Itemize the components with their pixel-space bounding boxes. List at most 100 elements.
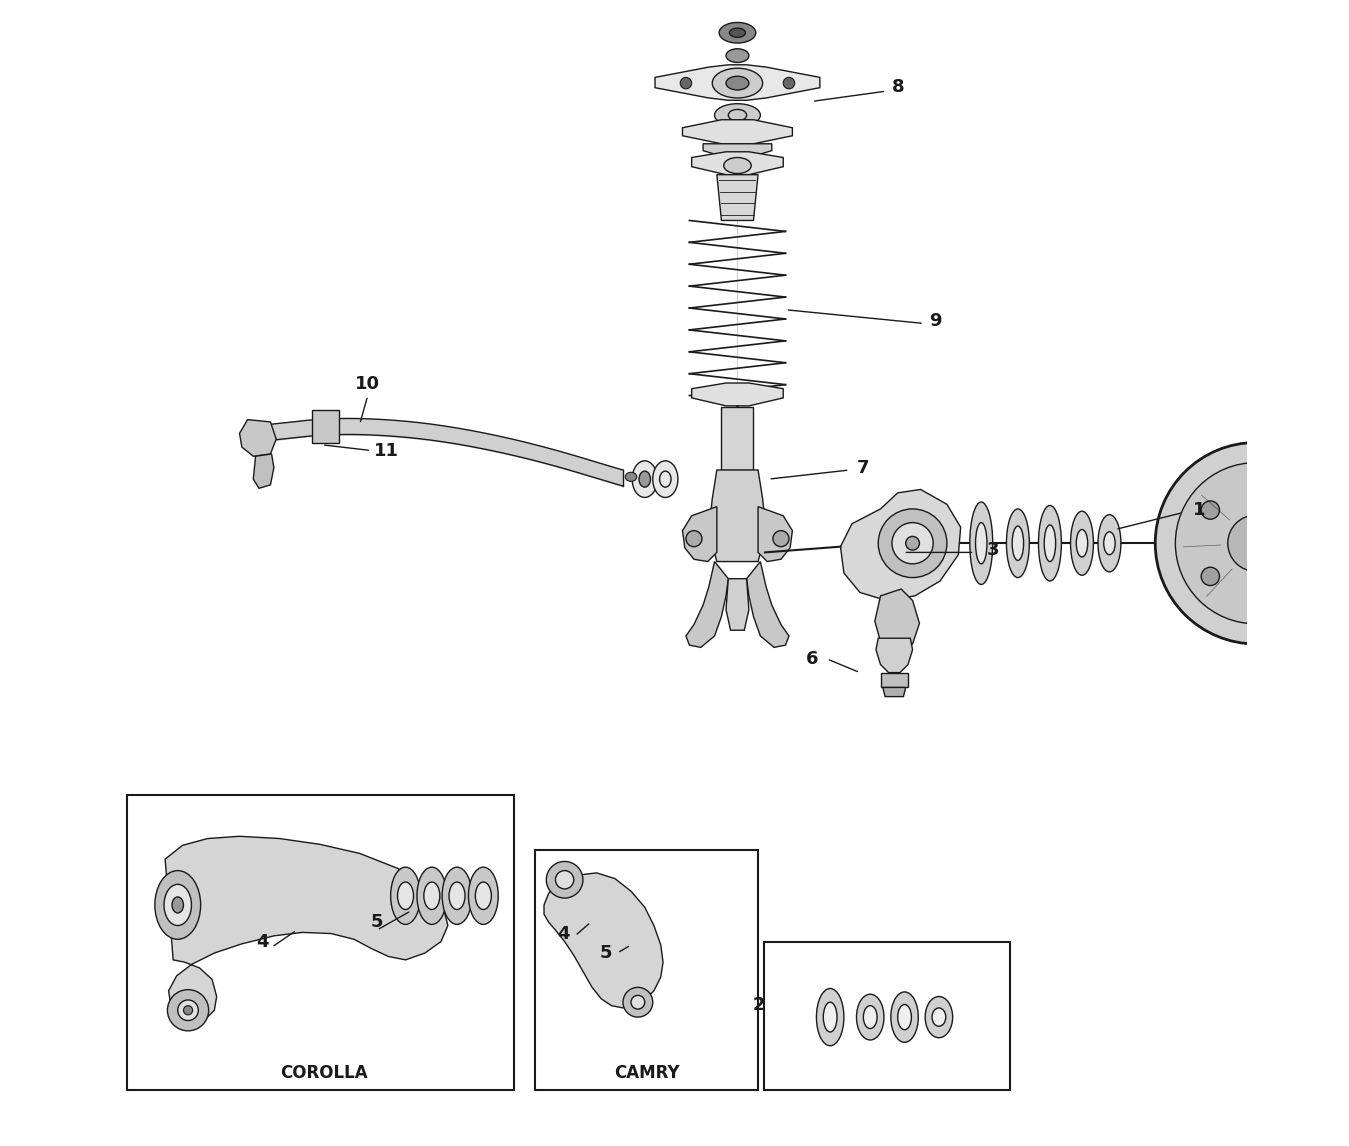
Circle shape bbox=[1201, 501, 1219, 519]
Ellipse shape bbox=[173, 897, 183, 913]
Polygon shape bbox=[254, 454, 274, 488]
Polygon shape bbox=[882, 688, 905, 697]
Circle shape bbox=[784, 78, 795, 89]
Polygon shape bbox=[703, 143, 772, 157]
Ellipse shape bbox=[633, 461, 657, 497]
Ellipse shape bbox=[726, 49, 749, 63]
Polygon shape bbox=[840, 489, 960, 601]
Bar bbox=[127, 795, 514, 1090]
Ellipse shape bbox=[890, 992, 919, 1043]
Ellipse shape bbox=[925, 997, 952, 1038]
Text: 8: 8 bbox=[892, 78, 904, 95]
Ellipse shape bbox=[1103, 532, 1116, 555]
Circle shape bbox=[1175, 463, 1337, 623]
Text: 6: 6 bbox=[805, 650, 817, 668]
Ellipse shape bbox=[639, 471, 650, 487]
Circle shape bbox=[680, 78, 692, 89]
Text: 5: 5 bbox=[371, 913, 383, 931]
Polygon shape bbox=[692, 151, 784, 174]
Text: COROLLA: COROLLA bbox=[281, 1065, 368, 1082]
Ellipse shape bbox=[155, 871, 201, 940]
Polygon shape bbox=[685, 562, 728, 647]
Circle shape bbox=[631, 996, 645, 1010]
Text: 5: 5 bbox=[599, 944, 612, 961]
Circle shape bbox=[1155, 442, 1349, 644]
Ellipse shape bbox=[1044, 525, 1056, 562]
Text: 3: 3 bbox=[986, 541, 1000, 559]
Polygon shape bbox=[876, 638, 912, 673]
Text: 1: 1 bbox=[1193, 501, 1205, 519]
Ellipse shape bbox=[391, 868, 421, 925]
Text: 11: 11 bbox=[374, 441, 398, 460]
Circle shape bbox=[1264, 480, 1283, 499]
Polygon shape bbox=[683, 507, 716, 562]
Text: 4: 4 bbox=[256, 933, 268, 950]
Ellipse shape bbox=[468, 868, 498, 925]
Ellipse shape bbox=[1098, 515, 1121, 572]
Circle shape bbox=[556, 871, 573, 889]
Text: 9: 9 bbox=[929, 312, 942, 330]
Polygon shape bbox=[683, 119, 792, 143]
Polygon shape bbox=[240, 419, 277, 456]
Ellipse shape bbox=[424, 882, 440, 910]
Polygon shape bbox=[881, 673, 908, 688]
Polygon shape bbox=[746, 562, 789, 647]
Ellipse shape bbox=[816, 989, 844, 1045]
Text: CAMRY: CAMRY bbox=[614, 1065, 680, 1082]
Circle shape bbox=[1303, 534, 1322, 552]
Circle shape bbox=[178, 1000, 198, 1021]
Text: 10: 10 bbox=[355, 375, 380, 393]
Polygon shape bbox=[710, 470, 765, 562]
Ellipse shape bbox=[1039, 505, 1062, 581]
Ellipse shape bbox=[897, 1005, 912, 1030]
Circle shape bbox=[878, 509, 947, 578]
Polygon shape bbox=[692, 383, 784, 406]
Ellipse shape bbox=[970, 502, 993, 584]
Polygon shape bbox=[656, 65, 820, 101]
Ellipse shape bbox=[726, 77, 749, 91]
Polygon shape bbox=[544, 873, 664, 1008]
Ellipse shape bbox=[975, 523, 987, 564]
Circle shape bbox=[1228, 515, 1284, 572]
Circle shape bbox=[905, 536, 920, 550]
Circle shape bbox=[183, 1006, 193, 1015]
Ellipse shape bbox=[719, 23, 755, 44]
Bar bbox=[764, 942, 1010, 1090]
Polygon shape bbox=[726, 579, 749, 630]
Circle shape bbox=[1264, 588, 1283, 606]
Ellipse shape bbox=[723, 157, 751, 173]
Ellipse shape bbox=[653, 461, 679, 497]
Circle shape bbox=[685, 531, 701, 547]
Text: 7: 7 bbox=[857, 458, 870, 477]
Circle shape bbox=[167, 990, 209, 1031]
Ellipse shape bbox=[715, 103, 761, 126]
Ellipse shape bbox=[398, 882, 414, 910]
Ellipse shape bbox=[1077, 529, 1087, 557]
Circle shape bbox=[773, 531, 789, 547]
Ellipse shape bbox=[449, 882, 465, 910]
Polygon shape bbox=[874, 589, 920, 650]
Ellipse shape bbox=[857, 995, 884, 1041]
Ellipse shape bbox=[823, 1003, 836, 1033]
Ellipse shape bbox=[1071, 511, 1094, 575]
Ellipse shape bbox=[165, 885, 192, 926]
Circle shape bbox=[546, 862, 583, 898]
Text: 2: 2 bbox=[753, 996, 765, 1013]
Polygon shape bbox=[165, 837, 448, 1022]
Ellipse shape bbox=[712, 69, 762, 99]
Ellipse shape bbox=[475, 882, 491, 910]
Bar bbox=[534, 850, 758, 1090]
Polygon shape bbox=[716, 174, 758, 220]
Ellipse shape bbox=[626, 472, 637, 481]
Text: 4: 4 bbox=[557, 925, 569, 942]
Bar bbox=[722, 407, 754, 470]
Ellipse shape bbox=[1012, 526, 1024, 560]
Bar bbox=[312, 410, 339, 442]
Ellipse shape bbox=[417, 868, 447, 925]
Ellipse shape bbox=[442, 868, 472, 925]
Circle shape bbox=[892, 523, 934, 564]
Circle shape bbox=[623, 988, 653, 1018]
Ellipse shape bbox=[932, 1008, 946, 1027]
Polygon shape bbox=[758, 507, 792, 562]
Ellipse shape bbox=[1006, 509, 1029, 578]
